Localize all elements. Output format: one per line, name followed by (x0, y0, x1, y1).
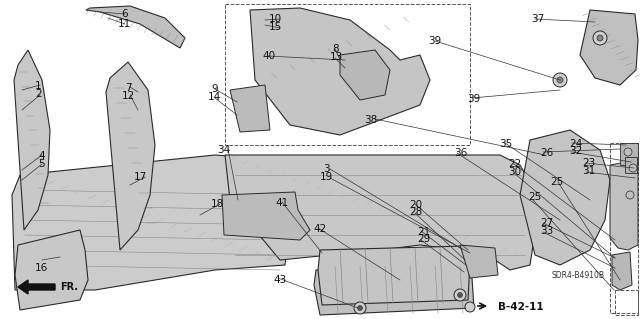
Circle shape (358, 306, 362, 310)
Text: 24: 24 (570, 138, 582, 149)
Polygon shape (460, 245, 498, 278)
Polygon shape (520, 130, 610, 265)
Polygon shape (340, 50, 390, 100)
Text: 1: 1 (35, 81, 42, 91)
Text: 25: 25 (550, 177, 563, 188)
Polygon shape (106, 62, 155, 250)
Text: 33: 33 (541, 226, 554, 236)
Text: 28: 28 (410, 207, 422, 218)
Text: 25: 25 (528, 192, 541, 202)
Polygon shape (12, 155, 295, 290)
Text: 9: 9 (211, 84, 218, 94)
Text: 34: 34 (218, 145, 230, 155)
Text: 23: 23 (582, 158, 595, 168)
Polygon shape (86, 6, 185, 48)
Text: 31: 31 (582, 166, 595, 176)
Circle shape (629, 164, 637, 172)
Text: 5: 5 (38, 159, 45, 169)
Text: 35: 35 (499, 138, 512, 149)
Circle shape (465, 302, 475, 312)
Text: FR.: FR. (60, 282, 78, 292)
Polygon shape (230, 85, 270, 132)
Text: 41: 41 (275, 197, 288, 208)
Text: 43: 43 (274, 275, 287, 285)
Text: 30: 30 (509, 167, 522, 177)
Text: 29: 29 (418, 234, 431, 244)
Text: 32: 32 (570, 146, 582, 156)
Text: 40: 40 (262, 51, 275, 61)
Text: 16: 16 (35, 263, 48, 273)
Text: 42: 42 (314, 224, 326, 234)
Circle shape (454, 289, 466, 301)
Circle shape (593, 31, 607, 45)
Text: 39: 39 (429, 36, 442, 47)
Text: 21: 21 (418, 226, 431, 237)
Circle shape (557, 77, 563, 83)
Circle shape (597, 35, 603, 41)
Text: 26: 26 (541, 148, 554, 158)
Polygon shape (318, 246, 470, 305)
Text: 2: 2 (35, 89, 42, 99)
Text: 12: 12 (122, 91, 134, 101)
Polygon shape (225, 155, 540, 270)
Text: 37: 37 (531, 14, 544, 24)
Circle shape (458, 293, 463, 298)
Text: 36: 36 (454, 148, 467, 158)
Text: B-42-11: B-42-11 (498, 302, 543, 312)
Polygon shape (222, 192, 310, 240)
Text: 20: 20 (410, 200, 422, 210)
Text: 10: 10 (269, 14, 282, 24)
Circle shape (354, 302, 366, 314)
Text: 38: 38 (365, 115, 378, 125)
Polygon shape (250, 8, 430, 135)
Polygon shape (18, 280, 55, 294)
Text: 13: 13 (330, 52, 342, 63)
Text: 22: 22 (509, 159, 522, 169)
Polygon shape (314, 264, 474, 315)
Bar (620, 143, 638, 165)
Text: 8: 8 (333, 44, 339, 55)
Text: 15: 15 (269, 22, 282, 32)
Text: 7: 7 (125, 83, 131, 93)
Text: 39: 39 (467, 94, 480, 104)
Bar (625, 157, 637, 173)
Polygon shape (610, 160, 638, 250)
Polygon shape (580, 10, 638, 85)
Text: SDR4-B4910B: SDR4-B4910B (552, 271, 605, 279)
Circle shape (626, 191, 634, 199)
Text: 11: 11 (118, 19, 131, 29)
Text: 17: 17 (134, 172, 147, 182)
Text: 4: 4 (38, 151, 45, 161)
Polygon shape (612, 252, 632, 290)
Circle shape (553, 73, 567, 87)
Polygon shape (14, 50, 50, 230)
Text: 27: 27 (541, 218, 554, 228)
Circle shape (624, 148, 632, 156)
Text: 3: 3 (323, 164, 330, 174)
Text: 19: 19 (320, 172, 333, 182)
Text: 18: 18 (211, 199, 224, 209)
Text: 6: 6 (122, 9, 128, 19)
Text: 14: 14 (208, 92, 221, 102)
Polygon shape (15, 230, 88, 310)
